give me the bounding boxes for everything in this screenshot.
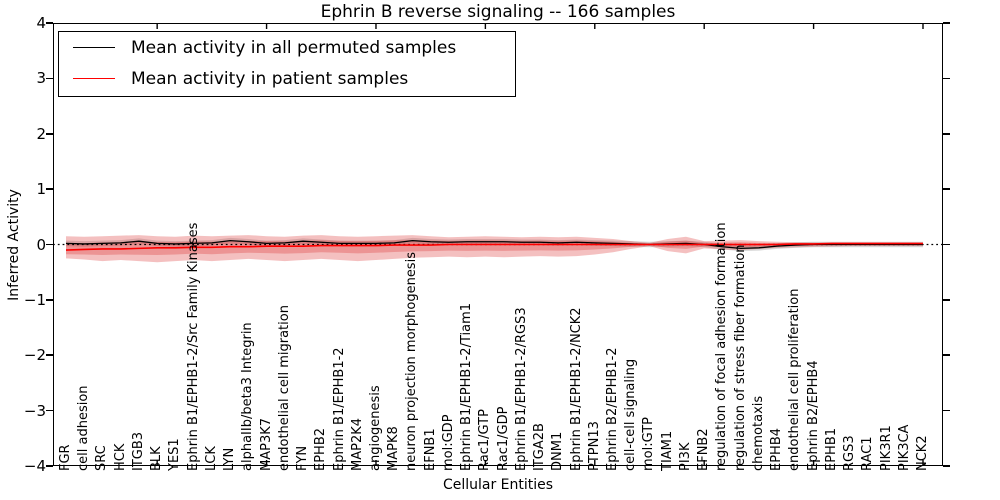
x-tick-label: DNM1 — [550, 431, 566, 471]
y-tick-label: 2 — [36, 124, 46, 143]
x-tick-label: alphaIIb/beta3 Integrin — [240, 322, 256, 471]
plot-area — [53, 23, 943, 466]
x-tick-label: ITGA2B — [532, 423, 548, 471]
x-tick-label: Ephrin B1/EPHB1-2/Src Family Kinases — [185, 222, 201, 471]
y-tick-mark-left — [46, 132, 53, 135]
x-tick-label: EFNB1 — [422, 428, 438, 471]
y-tick-label: 0 — [36, 235, 46, 254]
x-tick-label: Ephrin B1/EPHB1-2/Tiam1 — [459, 302, 475, 471]
x-tick-label: BLK — [149, 446, 165, 471]
x-tick-label: mol:GTP — [641, 417, 657, 471]
permuted-mean-line — [65, 239, 923, 250]
x-tick-label: MAP2K4 — [349, 417, 365, 471]
y-tick-mark-left — [46, 465, 53, 467]
legend-label-permuted: Mean activity in all permuted samples — [131, 37, 457, 58]
x-tick-label: Rac1/GTP — [477, 409, 493, 471]
x-tick-label: regulation of focal adhesion formation — [714, 222, 730, 471]
permuted-line-swatch — [73, 47, 115, 48]
x-tick-label: cell adhesion — [76, 385, 92, 471]
x-tick-label: TIAM1 — [659, 430, 675, 471]
y-tick-label: −4 — [23, 457, 46, 475]
x-tick-label: neuron projection morphogenesis — [404, 252, 420, 471]
y-tick-mark-right — [943, 465, 950, 467]
y-tick-mark-left — [46, 299, 53, 301]
x-tick-label: YES1 — [167, 438, 183, 471]
y-tick-mark-right — [943, 409, 950, 412]
y-tick-mark-left — [46, 188, 53, 190]
y-tick-mark-left — [46, 409, 53, 412]
x-tick-label: ITGB3 — [130, 431, 146, 471]
y-tick-mark-right — [943, 77, 950, 80]
legend-row-patient: Mean activity in patient samples — [59, 63, 515, 94]
x-tick-label: LYN — [222, 447, 238, 471]
y-tick-mark-left — [46, 243, 53, 246]
y-tick-mark-right — [943, 299, 950, 301]
x-tick-label: chemotaxis — [750, 395, 766, 471]
y-tick-mark-right — [943, 132, 950, 135]
x-tick-label: EPHB2 — [313, 427, 329, 471]
y-tick-label: −2 — [23, 346, 46, 365]
x-tick-label: EPHB4 — [769, 427, 785, 471]
x-tick-label: regulation of stress fiber formation — [732, 244, 748, 471]
y-tick-label: 4 — [36, 14, 46, 32]
y-tick-mark-left — [46, 354, 53, 357]
x-tick-label: SRC — [94, 445, 110, 471]
x-tick-label: MAP3K7 — [258, 417, 274, 471]
x-tick-label: Rac1/GDP — [495, 406, 511, 471]
patient-std-band-outer — [66, 235, 923, 263]
x-tick-label: Ephrin B1/EPHB1-2/NCK2 — [568, 307, 584, 471]
y-tick-label: 1 — [36, 180, 46, 199]
x-tick-label: HCK — [112, 443, 128, 471]
x-tick-label: EPHB1 — [823, 427, 839, 471]
patient-mean-line — [65, 242, 923, 251]
x-tick-label: RAC1 — [860, 436, 876, 471]
x-tick-label: RGS3 — [842, 435, 858, 471]
x-tick-label: NCK2 — [914, 435, 930, 471]
y-tick-mark-left — [46, 77, 53, 80]
legend-label-patient: Mean activity in patient samples — [131, 68, 409, 89]
x-tick-label: Ephrin B1/EPHB1-2/RGS3 — [513, 307, 529, 471]
x-tick-label: PTPN13 — [586, 421, 602, 471]
x-tick-label: cell-cell signaling — [623, 358, 639, 471]
x-tick-label: EFNB2 — [696, 428, 712, 471]
x-tick-label: endothelial cell migration — [276, 305, 292, 471]
x-tick-label: LCK — [203, 446, 219, 471]
x-tick-label: Ephrin B1/EPHB1-2 — [331, 347, 347, 471]
y-tick-label: 3 — [36, 69, 46, 88]
chart-title: Ephrin B reverse signaling -- 166 sample… — [320, 2, 676, 22]
patient-line-swatch — [73, 78, 115, 79]
x-tick-label: angiogenesis — [367, 385, 383, 471]
x-tick-label: PI3K — [677, 442, 693, 471]
y-tick-mark-right — [943, 354, 950, 357]
x-tick-label: PIK3CA — [896, 424, 912, 471]
y-tick-mark-right — [943, 188, 950, 190]
x-axis-label: Cellular Entities — [442, 477, 554, 493]
legend-box: Mean activity in all permuted samples Me… — [58, 31, 516, 97]
x-tick-label: endothelial cell proliferation — [787, 288, 803, 472]
y-tick-label: −1 — [23, 290, 46, 309]
x-tick-label: Ephrin B2/EPHB4 — [805, 360, 821, 471]
x-tick-label: MAPK8 — [386, 426, 402, 471]
y-tick-mark-left — [46, 22, 53, 24]
x-tick-label: PIK3R1 — [878, 425, 894, 471]
x-tick-label: FYN — [295, 445, 311, 471]
y-tick-mark-right — [943, 22, 950, 24]
x-tick-label: Ephrin B2/EPHB1-2 — [605, 347, 621, 471]
x-tick-label: mol:GDP — [440, 414, 456, 471]
y-tick-mark-right — [943, 243, 950, 246]
y-tick-label: −3 — [23, 401, 46, 420]
legend-row-permuted: Mean activity in all permuted samples — [59, 32, 515, 63]
x-tick-label: FGR — [58, 444, 73, 471]
